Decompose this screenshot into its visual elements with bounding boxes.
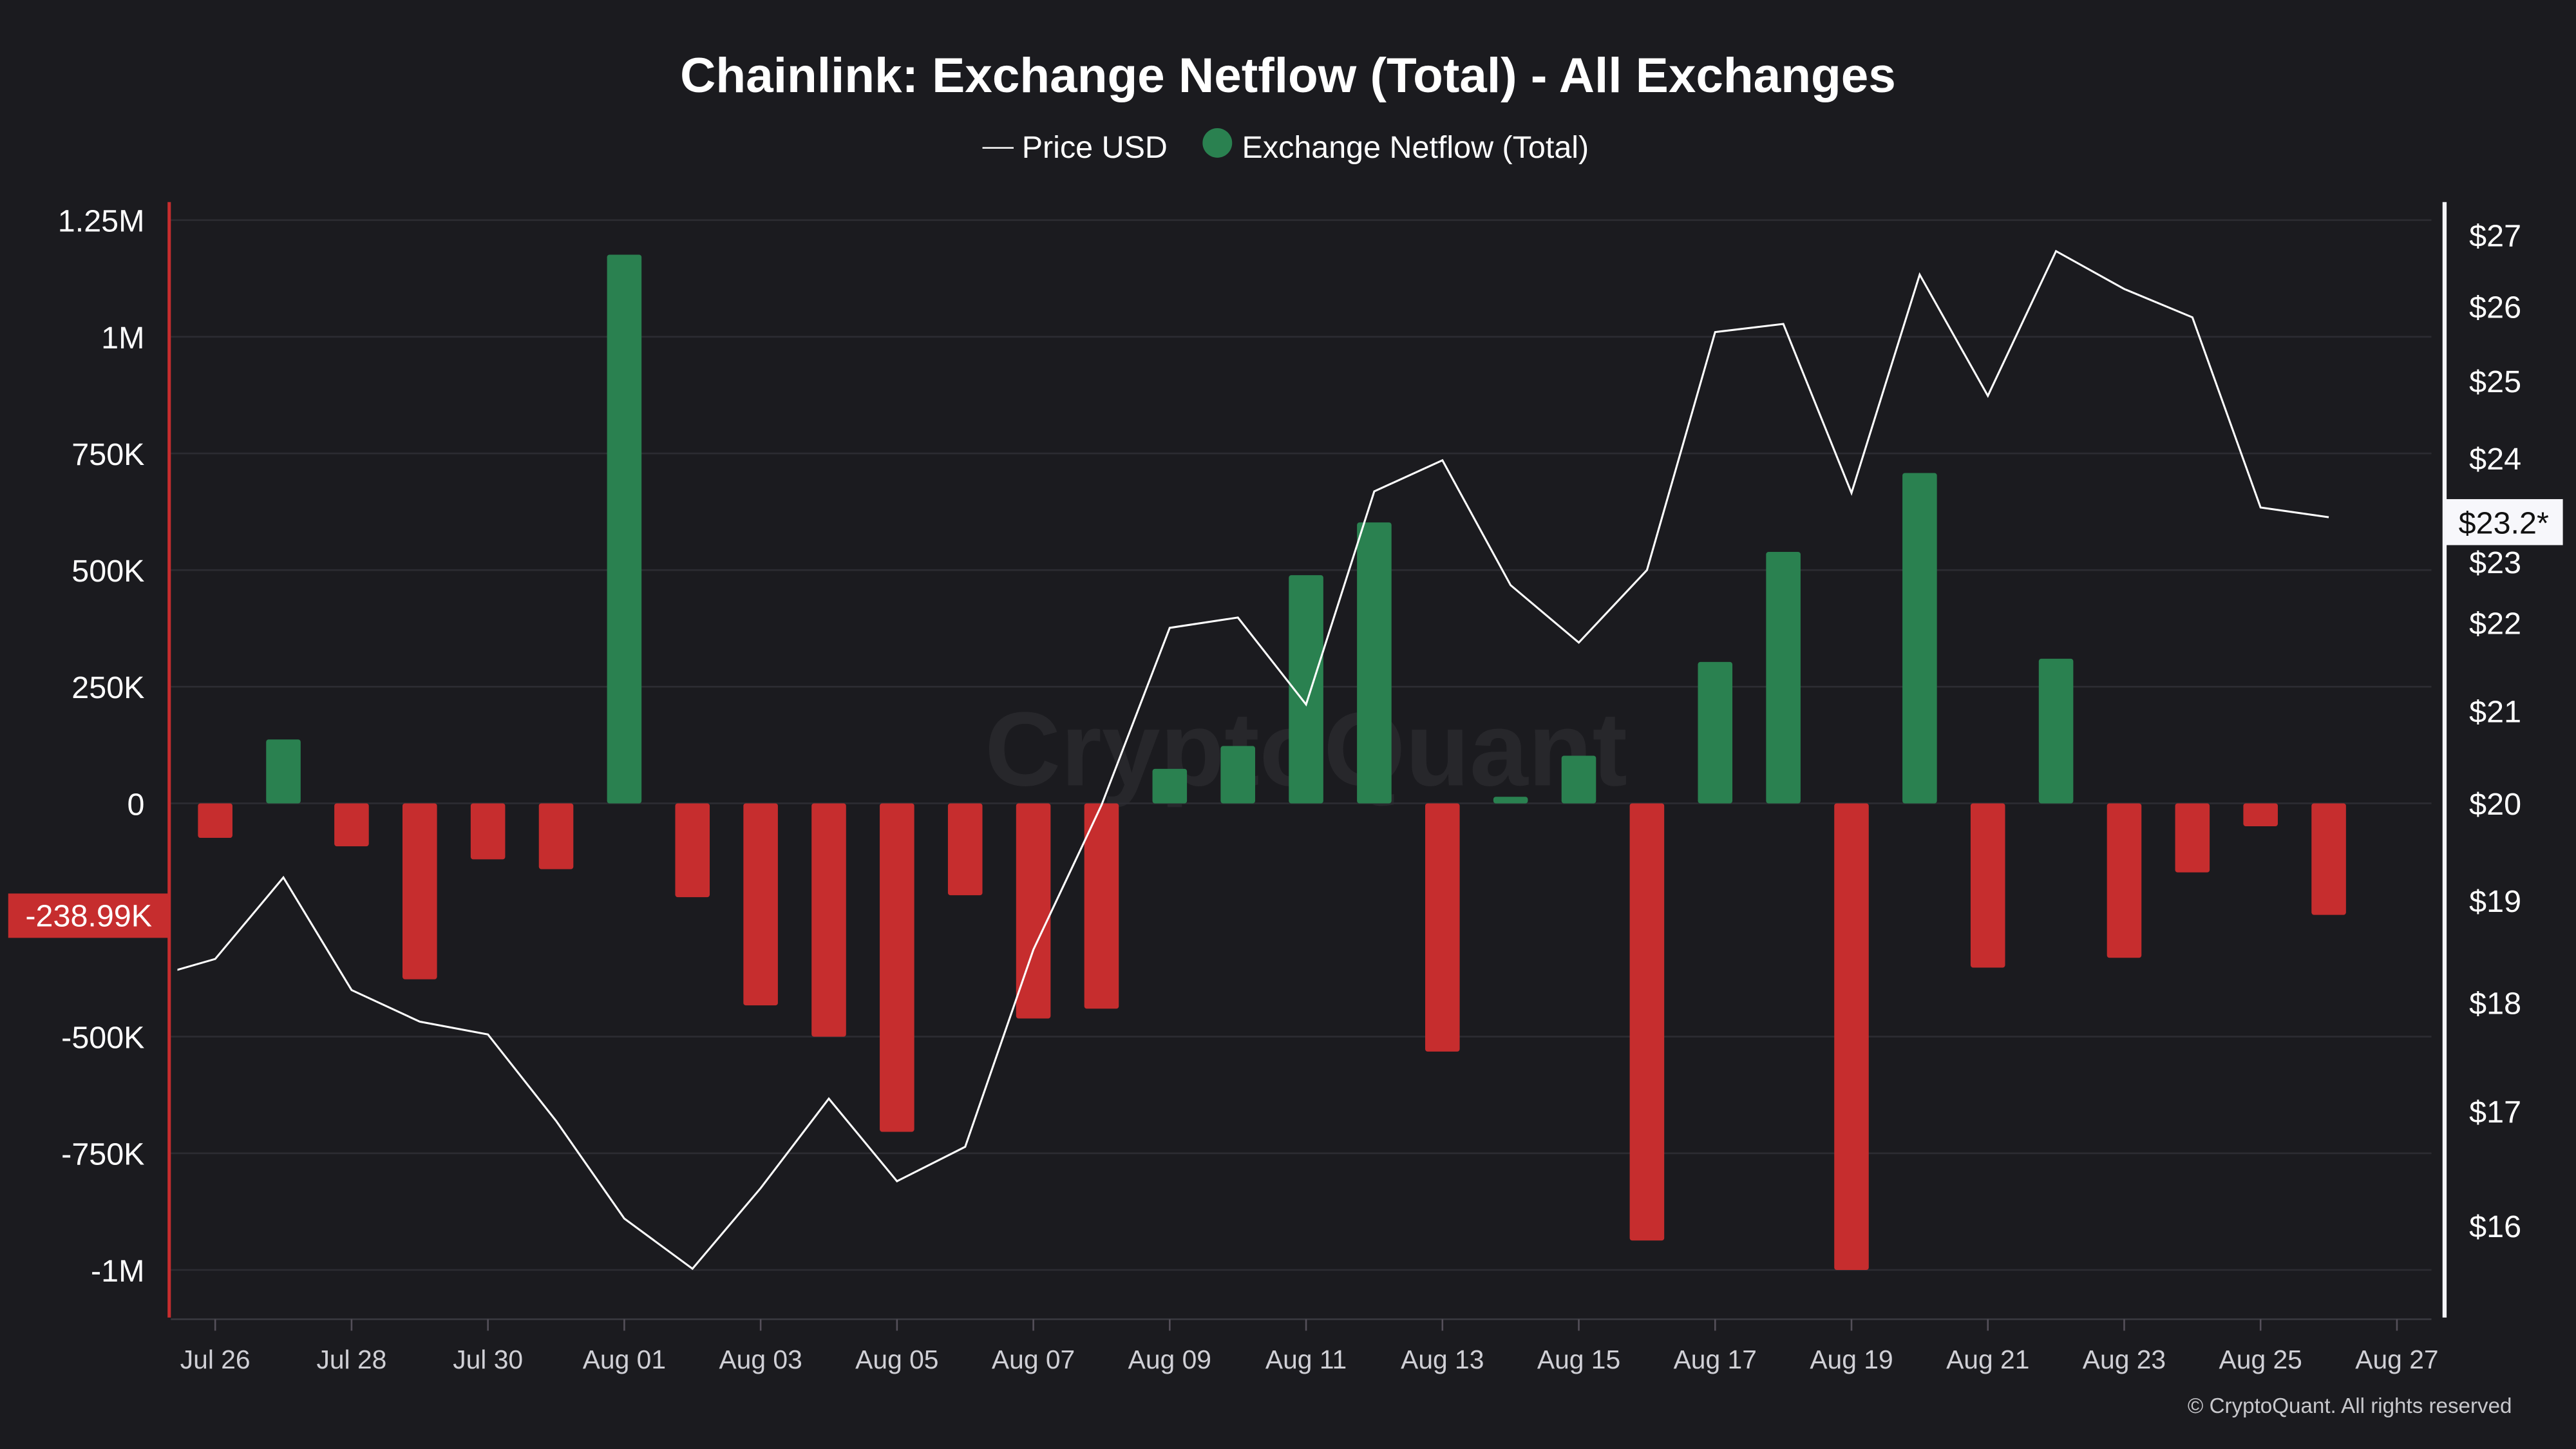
right-tick-label: $27 [2469,219,2521,254]
x-tick-label: Aug 09 [1128,1345,1211,1374]
netflow-bar [470,803,506,860]
netflow-bar [1493,797,1528,804]
axes: 1.25M 1M 750K 500K 250K 0 -500K -750K -1M $27 $26 $… [8,202,2563,1374]
left-tick-label: -500K [61,1021,144,1056]
netflow-bar [2243,803,2278,826]
netflow-bar [2038,658,2074,804]
x-tick-label: Jul 30 [453,1345,523,1374]
netflow-bar [1425,803,1460,1052]
x-tick-label: Aug 11 [1265,1345,1347,1374]
right-tick-label: $17 [2469,1095,2521,1130]
netflow-bar [1220,746,1255,804]
netflow-bar [266,739,301,804]
netflow-bar [1629,803,1665,1241]
x-tick-label: Aug 23 [2083,1345,2166,1374]
netflow-bar [1016,803,1051,1019]
legend-dot-icon [1202,128,1233,158]
right-tick-label: $23 [2469,545,2521,580]
left-tick-label: 0 [128,787,145,822]
netflow-bar [947,803,983,896]
right-tick-label: $26 [2469,290,2521,325]
netflow-bar [334,803,369,847]
copyright: © CryptoQuant. All rights reserved [2188,1394,2512,1418]
right-tick-label: $18 [2469,987,2521,1021]
netflow-bar [1084,803,1119,1009]
right-tick-label: $21 [2469,695,2521,730]
netflow-bar [1834,803,1869,1270]
price-line-group [177,249,2329,1271]
left-tick-label: -1M [91,1254,144,1289]
chart-title: Chainlink: Exchange Netflow (Total) - Al… [680,48,1896,103]
right-tick-label: $24 [2469,442,2521,477]
netflow-bar [607,254,642,804]
netflow-bar [675,803,710,898]
right-value-badge-label: $23.2* [2459,506,2549,541]
netflow-bar [1357,522,1392,804]
x-tick-label: Jul 26 [180,1345,251,1374]
legend-item-price[interactable]: Price USD [982,130,1168,165]
legend-label-price: Price USD [1022,130,1168,165]
left-tick-label: 500K [71,554,144,589]
netflow-bar [2175,803,2210,873]
left-tick-label: 1.25M [58,204,145,239]
x-tick-label: Aug 15 [1537,1345,1620,1374]
netflow-bar [1698,661,1733,804]
legend-label-netflow: Exchange Netflow (Total) [1242,130,1589,165]
netflow-bar [811,803,846,1037]
x-tick-label: Aug 07 [992,1345,1075,1374]
netflow-bar [1766,551,1801,804]
left-tick-label: -750K [61,1137,144,1172]
netflow-bar [402,803,437,980]
netflow-bar [538,803,574,869]
netflow-bars [198,254,2346,1270]
x-tick-label: Jul 28 [316,1345,386,1374]
x-tick-label: Aug 21 [1946,1345,2029,1374]
left-value-badge [8,893,169,938]
x-tick-label: Aug 03 [719,1345,802,1374]
right-tick-label: $19 [2469,884,2521,919]
x-tick-label: Aug 05 [855,1345,938,1374]
x-tick-label: Aug 25 [2219,1345,2302,1374]
x-tick-label: Aug 19 [1810,1345,1893,1374]
x-tick-label: Aug 27 [2355,1345,2438,1374]
left-tick-label: 250K [71,670,144,705]
netflow-bar [2311,803,2346,915]
left-tick-label: 750K [71,437,144,472]
right-tick-label: $20 [2469,787,2521,822]
right-tick-label: $16 [2469,1209,2521,1244]
netflow-bar [743,803,778,1006]
legend-item-netflow[interactable]: Exchange Netflow (Total) [1202,128,1589,165]
left-tick-label: 1M [101,321,144,355]
x-tick-label: Aug 01 [583,1345,666,1374]
netflow-bar [1561,755,1596,804]
right-tick-label: $22 [2469,607,2521,641]
netflow-bar [1902,473,1937,804]
netflow-bar [1970,803,2005,968]
netflow-bar [2107,803,2142,958]
left-value-badge-label: -238.99K [25,898,152,933]
right-value-badge [2444,499,2563,545]
netflow-bar [198,803,232,838]
right-tick-label: $25 [2469,365,2521,399]
netflow-bar [880,803,914,1132]
x-tick-label: Aug 13 [1401,1345,1484,1374]
legend: Price USD Exchange Netflow (Total) [982,128,1589,165]
netflow-bar [1289,575,1323,804]
gridlines [171,219,2432,1271]
x-tick-label: Aug 17 [1674,1345,1757,1374]
netflow-bar [1152,768,1188,804]
